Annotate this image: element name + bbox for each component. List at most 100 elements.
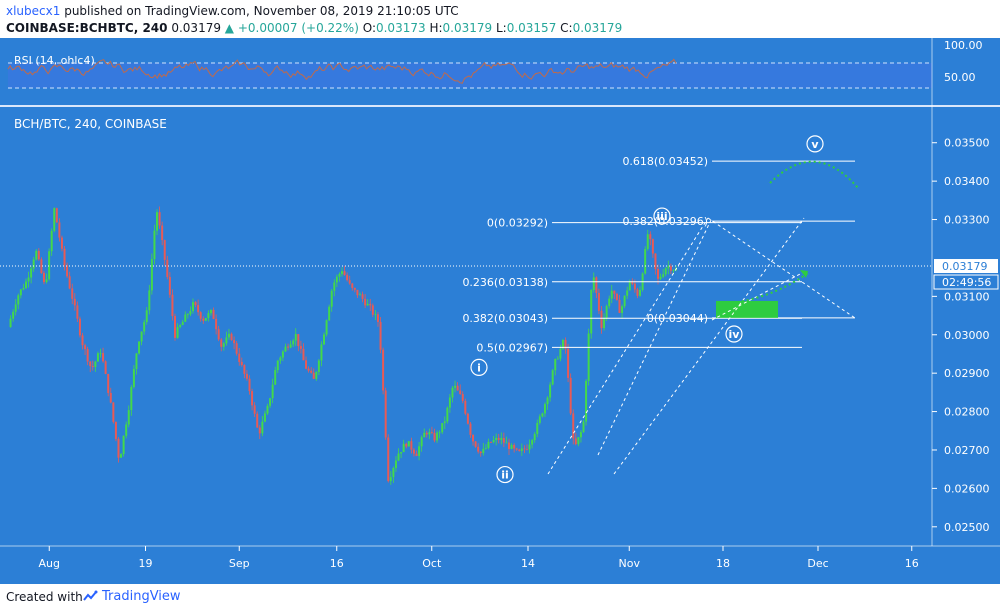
candle-body [150, 259, 153, 291]
candle-body [263, 413, 266, 422]
candle-body [204, 318, 207, 321]
price-tick-label: 0.03500 [944, 137, 990, 150]
candle-body [592, 277, 595, 290]
candle-body [191, 302, 194, 312]
candle-body [48, 251, 51, 280]
symbol-line: COINBASE:BCHBTC, 240 0.03179 ▲ +0.00007 … [6, 21, 622, 36]
chart-canvas[interactable]: RSI (14, ohlc4) 100.00 50.00 BCH/BTC, 24… [0, 38, 1000, 584]
candle-body [371, 305, 374, 315]
candle-body [305, 360, 308, 369]
candle-body [369, 303, 372, 306]
candle-body [466, 413, 469, 424]
wave-projection-line [597, 217, 713, 456]
candle-body [240, 361, 243, 366]
candle-body [96, 353, 99, 362]
candle-body [423, 432, 426, 438]
price-tick-label: 0.02800 [944, 406, 990, 419]
countdown-label: 02:49:56 [942, 276, 991, 289]
candle-body [415, 453, 418, 456]
candle-body [651, 239, 654, 254]
candle-body [287, 346, 290, 348]
projection-arrow-icon [800, 270, 808, 278]
candle-body [389, 477, 392, 482]
candle-body [166, 259, 169, 277]
candle-body [317, 360, 320, 372]
candle-body [40, 259, 43, 273]
price-axis[interactable]: 0.03500 0.03400 0.03300 0.03100 0.03000 0.029… [932, 137, 990, 534]
wave-label: ii [501, 469, 509, 482]
candle-body [528, 444, 531, 450]
price-tick-label: 0.02900 [944, 367, 990, 380]
fib-extension-label: 0.618(0.03452) [622, 155, 708, 168]
candle-body [35, 250, 38, 260]
candle-body [253, 405, 256, 414]
candle-body [515, 448, 518, 450]
candle-body [662, 274, 665, 277]
candle-body [628, 281, 631, 291]
candle-body [525, 448, 528, 450]
candle-body [443, 421, 446, 424]
countdown-marker [933, 274, 999, 290]
time-tick-label: 18 [716, 557, 730, 570]
fib-retracement-label: 0(0.03292) [487, 217, 548, 230]
candle-body [168, 276, 171, 295]
candle-body [541, 413, 544, 417]
candle-body [73, 298, 76, 306]
time-tick-label: Oct [422, 557, 442, 570]
candle-body [325, 320, 328, 335]
candle-body [55, 208, 58, 223]
candle-body [243, 365, 246, 374]
candle-body [171, 294, 174, 317]
open-value: 0.03173 [375, 21, 426, 35]
candle-body [30, 268, 33, 278]
candle-body [615, 293, 618, 300]
tradingview-brand-link[interactable]: TradingView [102, 589, 181, 604]
candle-body [559, 348, 562, 359]
price-tick-label: 0.03400 [944, 175, 990, 188]
time-axis[interactable]: Aug 19 Sep 16 Oct 14 Nov 18 Dec 16 [39, 546, 919, 570]
candle-body [402, 443, 405, 453]
time-tick-label: Dec [807, 557, 828, 570]
wave-projection-line [613, 217, 805, 475]
candle-body [364, 298, 367, 306]
candle-body [657, 269, 660, 279]
candle-body [351, 283, 354, 288]
rsi-tick: 50.00 [944, 71, 976, 84]
candle-body [89, 361, 92, 367]
author-link[interactable]: xlubecx1 [6, 4, 61, 18]
wave-label: iii [656, 210, 667, 223]
candle-body [12, 311, 15, 319]
candle-body [209, 309, 212, 314]
candle-body [215, 318, 218, 330]
time-tick-label: Aug [39, 557, 60, 570]
candle-body [276, 360, 279, 371]
fib-retracement-label: 0.382(0.03043) [462, 312, 548, 325]
candle-body [114, 421, 117, 439]
candle-body [392, 467, 395, 478]
candle-body [518, 449, 521, 451]
candle-body [143, 322, 146, 332]
candle-body [456, 385, 459, 391]
candle-body [577, 437, 580, 445]
fib-retracement-label: 0.236(0.03138) [462, 276, 548, 289]
candle-body [292, 340, 295, 345]
candle-body [14, 304, 17, 312]
candle-body [120, 454, 123, 458]
candles [9, 206, 677, 485]
candle-body [664, 268, 667, 275]
candle-body [107, 373, 110, 393]
candle-body [271, 384, 274, 399]
candle-body [84, 345, 87, 350]
close-value: 0.03179 [572, 21, 623, 35]
candle-body [492, 440, 495, 443]
high-value: 0.03179 [442, 21, 493, 35]
price-tick-label: 0.02600 [944, 482, 990, 495]
candle-body [312, 372, 315, 379]
high-label: H: [429, 21, 443, 35]
wave-marker [725, 325, 743, 343]
wave-label: iv [729, 328, 741, 341]
candle-body [76, 305, 79, 319]
time-tick-label: Sep [229, 557, 250, 570]
candle-body [130, 386, 133, 411]
candle-body [161, 225, 164, 241]
